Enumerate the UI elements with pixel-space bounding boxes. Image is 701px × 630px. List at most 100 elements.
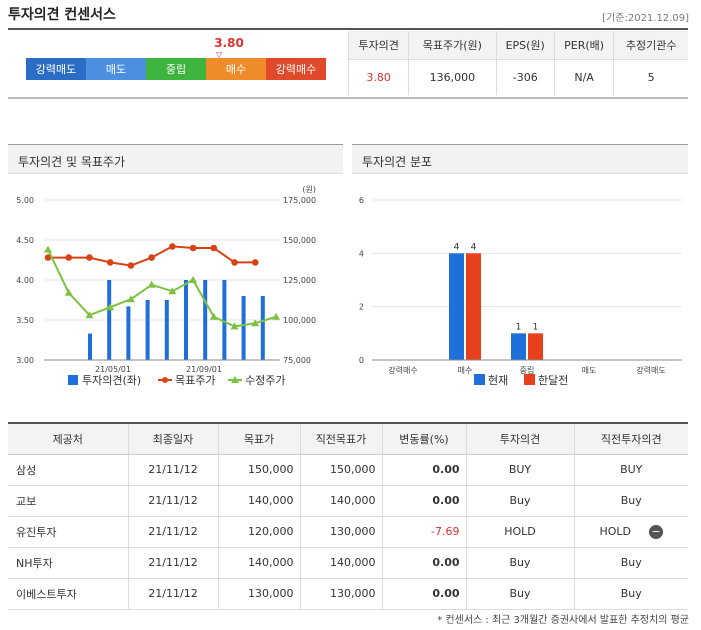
adjusted-price-point [44, 245, 52, 253]
y-right-tick-label: 100,000 [283, 316, 316, 325]
cell-prev-opinion: BUY [573, 454, 688, 486]
summary-header: 추정기관수 [613, 31, 688, 60]
adjusted-price-point [126, 295, 135, 303]
adjusted-price-point [272, 312, 280, 320]
cell-change: 0.00 [381, 578, 466, 610]
cell-target: 130,000 [217, 578, 300, 610]
bar-value-label: 4 [471, 242, 477, 252]
target-price-point [106, 259, 114, 266]
adjusted-price-point [64, 288, 73, 296]
cell-prev-target: 140,000 [299, 547, 382, 579]
cell-prev-opinion: Buy [573, 578, 688, 610]
cell-provider: 삼성 [8, 454, 128, 486]
y-right-tick-label: 150,000 [283, 236, 316, 245]
col-target: 목표가 [217, 422, 300, 455]
consensus-summary-table: 투자의견 목표주가(원) EPS(원) PER(배) 추정기관수 3.80 13… [347, 31, 688, 95]
opinion-dist-panel: 투자의견 분포 6 4 2 0 강력매수 매수 4 4 중립 1 1 매도 강력매도 현재 한달전 [352, 144, 688, 394]
adjusted-price-point [209, 312, 218, 320]
adjusted-price-point [106, 303, 115, 311]
distribution-bar [449, 253, 464, 360]
opinion-bar [107, 280, 112, 360]
col-prev-target: 직전목표가 [299, 422, 382, 455]
scale-sell: 매도 [86, 58, 146, 80]
scale-strong-sell: 강력매도 [26, 58, 86, 80]
cell-prev-target: 130,000 [299, 516, 382, 548]
cell-change: 0.00 [381, 547, 466, 579]
cell-provider: 이베스트투자 [8, 578, 128, 610]
target-price-point [210, 244, 218, 252]
opinion-target-panel: 투자의견 및 목표주가 5.00 4.50 4.00 3.50 3.00 175,000 1… [8, 144, 343, 394]
target-price-point [169, 243, 176, 250]
cell-provider: 유진투자 [8, 516, 128, 548]
y-right-tick-label: 175,000 [283, 196, 316, 205]
summary-header: EPS(원) [495, 31, 555, 60]
opinion-bar [184, 280, 188, 360]
cell-target: 140,000 [217, 547, 300, 579]
col-provider: 제공처 [8, 422, 128, 455]
cell-prev-opinion-with-toggle: HOLD − [573, 516, 688, 548]
cell-target: 120,000 [217, 516, 300, 548]
cell-target: 150,000 [217, 454, 300, 486]
panel-title: 투자의견 분포 [352, 144, 688, 174]
opinion-bar [203, 280, 208, 360]
broker-opinion-table: 제공처 최종일자 목표가 직전목표가 변동률(%) 투자의견 직전투자의견 삼성… [8, 422, 688, 610]
y-right-tick-label: 75,000 [283, 356, 311, 365]
distribution-bar [466, 253, 481, 360]
target-price-point [86, 254, 93, 261]
y-tick-label: 6 [359, 196, 364, 205]
adjusted-price-line [47, 249, 277, 328]
category-label: 매도 [582, 366, 597, 375]
summary-per: N/A [553, 59, 614, 95]
opinion-bar [222, 280, 227, 360]
y-left-tick-label: 4.00 [16, 276, 34, 285]
col-opinion: 투자의견 [465, 422, 574, 455]
scale-current-value: 3.80 [214, 36, 244, 50]
target-price-point [127, 262, 135, 269]
cell-date: 21/11/12 [127, 454, 218, 486]
summary-header: 투자의견 [347, 31, 409, 60]
top-divider [8, 28, 688, 30]
cell-opinion: BUY [465, 454, 574, 486]
y-tick-label: 0 [359, 356, 364, 365]
cell-date: 21/11/12 [127, 578, 218, 610]
distribution-bar [528, 333, 543, 360]
cell-change: -7.69 [381, 516, 466, 548]
summary-opinion: 3.80 [347, 59, 409, 95]
page-title: 투자의견 컨센서스 [8, 7, 116, 23]
cell-date: 21/11/12 [127, 547, 218, 579]
opinion-bar [145, 300, 150, 360]
adjusted-price-point [189, 276, 198, 283]
y-left-tick-label: 3.00 [16, 356, 34, 365]
cell-provider: NH투자 [8, 547, 128, 579]
cell-opinion: HOLD [465, 516, 574, 548]
legend-label: 현재 [488, 374, 508, 387]
cell-opinion: Buy [465, 578, 574, 610]
minus-circle-icon[interactable]: − [649, 524, 664, 539]
opinion-bar [126, 306, 131, 360]
target-price-point [231, 259, 238, 266]
legend-marker [231, 376, 239, 383]
opinion-bar [241, 296, 246, 360]
cell-date: 21/11/12 [127, 485, 218, 517]
scale-buy: 매수 [206, 58, 266, 80]
footnote: * 컨센서스 : 최근 3개월간 증권사에서 발표한 추정치의 평균 [437, 615, 689, 626]
category-label: 중립 [520, 366, 535, 375]
base-date: [기준:2021.12.09] [602, 13, 689, 24]
cell-opinion: Buy [465, 485, 574, 517]
bar-value-label: 4 [454, 242, 460, 252]
adjusted-price-point [85, 311, 94, 319]
legend-swatch [474, 374, 485, 385]
cell-prev-opinion: Buy [573, 485, 688, 517]
y-tick-label: 4 [359, 249, 364, 258]
cell-prev-opinion: HOLD [599, 524, 632, 538]
cell-prev-opinion: Buy [573, 547, 688, 579]
target-price-point [44, 254, 52, 261]
cell-opinion: Buy [465, 547, 574, 579]
summary-header: PER(배) [553, 31, 614, 60]
opinion-target-chart: 5.00 4.50 4.00 3.50 3.00 175,000 150,000 125,00… [16, 185, 316, 387]
cell-prev-target: 130,000 [299, 578, 382, 610]
category-label: 강력매도 [636, 365, 665, 375]
scale-neutral: 중립 [146, 58, 206, 80]
y-right-unit: (원) [302, 185, 316, 194]
